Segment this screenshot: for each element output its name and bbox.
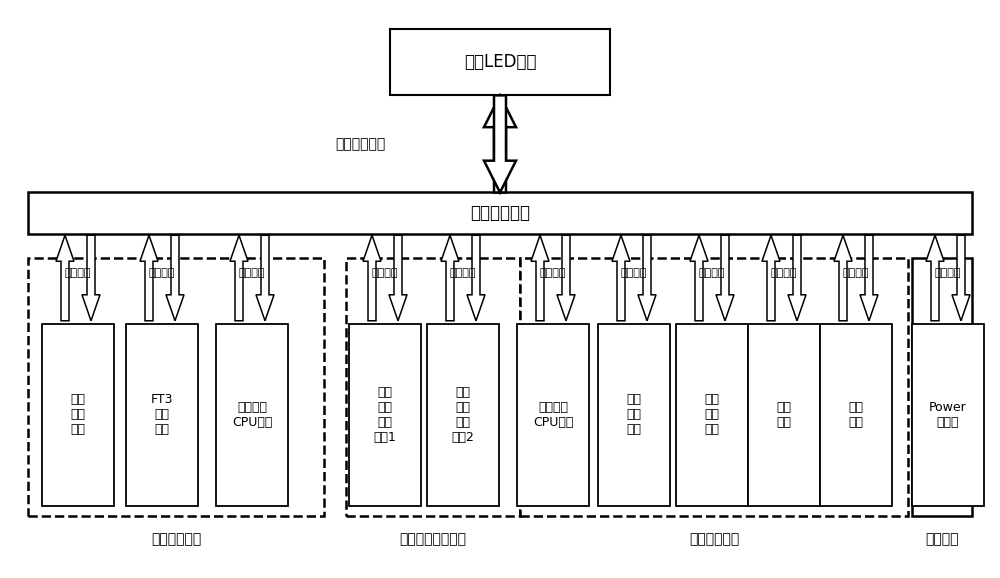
- Polygon shape: [230, 235, 248, 321]
- Text: 总线接入: 总线接入: [621, 268, 647, 278]
- Bar: [42, 324, 114, 506]
- Polygon shape: [638, 235, 656, 321]
- Text: 总线接入: 总线接入: [149, 268, 175, 278]
- Bar: [126, 324, 198, 506]
- Text: 总线接入: 总线接入: [699, 268, 725, 278]
- Text: 直流
采集
插件: 直流 采集 插件: [704, 393, 720, 436]
- Polygon shape: [56, 235, 74, 321]
- Text: 设备LED面板: 设备LED面板: [464, 53, 536, 71]
- Polygon shape: [762, 235, 780, 321]
- Text: FT3
采样
插件: FT3 采样 插件: [151, 393, 173, 436]
- Text: 操作控制
CPU插件: 操作控制 CPU插件: [533, 401, 573, 429]
- Polygon shape: [166, 235, 184, 321]
- Text: 操作控制单元: 操作控制单元: [689, 532, 739, 546]
- Polygon shape: [690, 235, 708, 321]
- Polygon shape: [467, 235, 485, 321]
- Polygon shape: [363, 235, 381, 321]
- Text: 保护
操作
插件: 保护 操作 插件: [626, 393, 642, 436]
- Bar: [676, 324, 748, 506]
- Polygon shape: [389, 235, 407, 321]
- Text: 总线接入: 总线接入: [372, 268, 398, 278]
- Bar: [427, 324, 499, 506]
- Polygon shape: [860, 235, 878, 321]
- Polygon shape: [926, 235, 944, 321]
- Text: 数据通信连接: 数据通信连接: [335, 137, 385, 151]
- Text: 共用通信接口单元: 共用通信接口单元: [399, 532, 466, 546]
- Polygon shape: [834, 235, 852, 321]
- Text: 总线接入: 总线接入: [239, 268, 265, 278]
- Text: 开出
插件: 开出 插件: [776, 401, 792, 429]
- Text: 总线接入: 总线接入: [450, 268, 476, 278]
- Text: 总线接入: 总线接入: [771, 268, 797, 278]
- Text: 开入
插件: 开入 插件: [848, 401, 864, 429]
- Text: 扩展
通信
插件
类型1: 扩展 通信 插件 类型1: [374, 386, 396, 444]
- Bar: [748, 324, 820, 506]
- Polygon shape: [82, 235, 100, 321]
- Polygon shape: [612, 235, 630, 321]
- Polygon shape: [140, 235, 158, 321]
- Bar: [820, 324, 892, 506]
- Bar: [517, 324, 589, 506]
- Polygon shape: [256, 235, 274, 321]
- Text: 交流
采样
插件: 交流 采样 插件: [70, 393, 86, 436]
- Text: 总线接入: 总线接入: [65, 268, 91, 278]
- Bar: [390, 29, 610, 95]
- Polygon shape: [788, 235, 806, 321]
- Text: Power
电源板: Power 电源板: [929, 401, 967, 429]
- Polygon shape: [484, 95, 516, 192]
- Bar: [349, 324, 421, 506]
- Text: 扩展
通信
插件
类型2: 扩展 通信 插件 类型2: [452, 386, 474, 444]
- Polygon shape: [484, 95, 516, 192]
- Bar: [598, 324, 670, 506]
- Text: 总线接入: 总线接入: [540, 268, 566, 278]
- Bar: [912, 258, 972, 516]
- Bar: [346, 258, 520, 516]
- Polygon shape: [557, 235, 575, 321]
- Polygon shape: [531, 235, 549, 321]
- Text: 总线接入: 总线接入: [843, 268, 869, 278]
- Bar: [216, 324, 288, 506]
- Bar: [520, 258, 908, 516]
- Bar: [28, 258, 324, 516]
- Text: 数据采样
CPU插件: 数据采样 CPU插件: [232, 401, 272, 429]
- Bar: [912, 324, 984, 506]
- Text: 高速总线背板: 高速总线背板: [470, 204, 530, 223]
- Polygon shape: [952, 235, 970, 321]
- Bar: [28, 192, 972, 234]
- Text: 共用电源: 共用电源: [925, 532, 959, 546]
- Text: 数据采集单元: 数据采集单元: [151, 532, 201, 546]
- Text: 总线接入: 总线接入: [935, 268, 961, 278]
- Polygon shape: [716, 235, 734, 321]
- Polygon shape: [441, 235, 459, 321]
